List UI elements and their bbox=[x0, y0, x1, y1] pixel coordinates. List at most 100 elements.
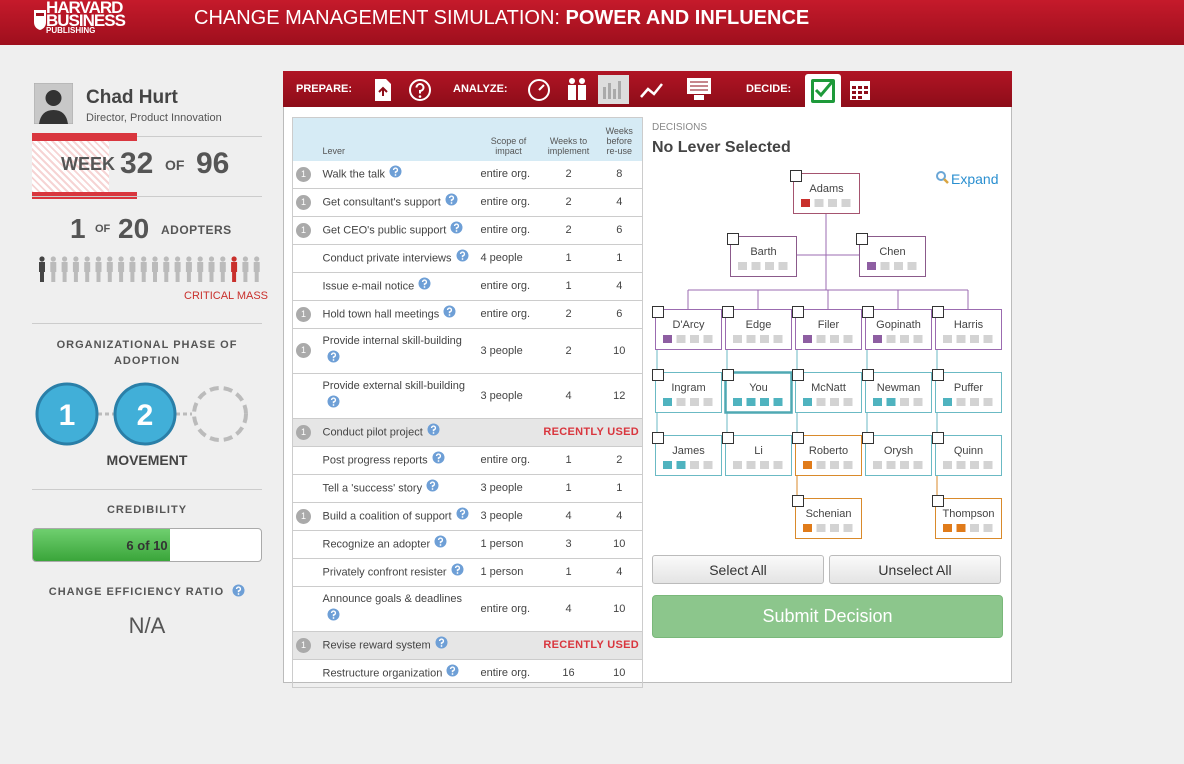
node-checkbox[interactable] bbox=[722, 432, 734, 444]
node-checkbox[interactable] bbox=[792, 306, 804, 318]
org-node[interactable]: Thompson bbox=[932, 495, 1002, 539]
help-glyph[interactable] bbox=[450, 221, 463, 234]
node-checkbox[interactable] bbox=[652, 306, 664, 318]
node-checkbox[interactable] bbox=[652, 432, 664, 444]
node-checkbox[interactable] bbox=[932, 432, 944, 444]
lever-row[interactable]: 1 Walk the talk entire org. 2 8 bbox=[292, 160, 643, 189]
help-glyph[interactable] bbox=[456, 249, 469, 262]
lever-row[interactable]: Recognize an adopter 1 person 3 10 bbox=[292, 530, 643, 559]
help-icon[interactable] bbox=[432, 451, 445, 470]
org-node[interactable]: Barth bbox=[727, 233, 797, 277]
node-checkbox[interactable] bbox=[727, 233, 739, 245]
help-glyph[interactable] bbox=[327, 395, 340, 408]
help-glyph[interactable] bbox=[327, 350, 340, 363]
submit-button[interactable]: Submit Decision bbox=[652, 595, 1003, 638]
help-tool-icon[interactable] bbox=[408, 78, 432, 102]
node-checkbox[interactable] bbox=[792, 495, 804, 507]
org-node[interactable]: D'Arcy bbox=[652, 306, 722, 350]
org-node[interactable]: Edge bbox=[722, 306, 792, 350]
node-checkbox[interactable] bbox=[862, 369, 874, 381]
people-icon[interactable] bbox=[564, 76, 590, 102]
lever-row[interactable]: Provide external skill-building 3 people 4… bbox=[292, 373, 643, 419]
lever-row[interactable]: Announce goals & deadlines entire org. 4 10 bbox=[292, 586, 643, 632]
help-glyph[interactable] bbox=[445, 193, 458, 206]
gauge-icon[interactable] bbox=[527, 78, 551, 102]
help-glyph[interactable] bbox=[418, 277, 431, 290]
org-node[interactable]: McNatt bbox=[792, 369, 862, 413]
help-glyph[interactable] bbox=[389, 165, 402, 178]
help-icon[interactable] bbox=[456, 249, 469, 268]
select-all-button[interactable]: Select All bbox=[652, 555, 824, 584]
help-glyph[interactable] bbox=[426, 479, 439, 492]
lever-row[interactable]: 1 Conduct pilot project RECENTLY USED bbox=[292, 418, 643, 447]
help-icon[interactable] bbox=[327, 350, 340, 369]
lever-row[interactable]: 1 Get CEO's public support entire org. 2 6 bbox=[292, 216, 643, 245]
help-icon[interactable] bbox=[228, 584, 245, 600]
org-node[interactable]: Adams bbox=[790, 170, 860, 214]
lever-row[interactable]: 1 Build a coalition of support 3 people 4 4 bbox=[292, 502, 643, 531]
org-node[interactable]: Harris bbox=[932, 306, 1002, 350]
lever-row[interactable]: 1 Revise reward system RECENTLY USED bbox=[292, 631, 643, 660]
help-glyph[interactable] bbox=[427, 423, 440, 436]
org-node[interactable]: Li bbox=[722, 432, 792, 476]
help-glyph[interactable] bbox=[446, 664, 459, 677]
org-node[interactable]: James bbox=[652, 432, 722, 476]
node-checkbox[interactable] bbox=[652, 369, 664, 381]
help-icon[interactable] bbox=[426, 479, 439, 498]
node-checkbox[interactable] bbox=[722, 306, 734, 318]
node-checkbox[interactable] bbox=[722, 369, 734, 381]
node-checkbox[interactable] bbox=[932, 369, 944, 381]
chart-tool-active[interactable] bbox=[598, 75, 629, 104]
org-node[interactable]: Filer bbox=[792, 306, 862, 350]
node-checkbox[interactable] bbox=[792, 432, 804, 444]
help-icon[interactable] bbox=[443, 305, 456, 324]
help-icon[interactable] bbox=[427, 423, 440, 442]
help-icon[interactable] bbox=[451, 563, 464, 582]
help-glyph[interactable] bbox=[434, 535, 447, 548]
help-icon[interactable] bbox=[450, 221, 463, 240]
org-node[interactable]: Quinn bbox=[932, 432, 1002, 476]
help-icon[interactable] bbox=[418, 277, 431, 296]
org-node[interactable]: Schenian bbox=[792, 495, 862, 539]
node-checkbox[interactable] bbox=[932, 495, 944, 507]
unselect-all-button[interactable]: Unselect All bbox=[829, 555, 1001, 584]
help-glyph[interactable] bbox=[432, 451, 445, 464]
node-checkbox[interactable] bbox=[932, 306, 944, 318]
lever-row[interactable]: Restructure organization entire org. 16 10 bbox=[292, 659, 643, 688]
lever-row[interactable]: Issue e-mail notice entire org. 1 4 bbox=[292, 272, 643, 301]
help-icon[interactable] bbox=[434, 535, 447, 554]
help-glyph[interactable] bbox=[232, 584, 245, 597]
lever-row[interactable]: Post progress reports entire org. 1 2 bbox=[292, 446, 643, 475]
help-glyph[interactable] bbox=[327, 608, 340, 621]
prepare-icon[interactable] bbox=[373, 78, 393, 102]
node-checkbox[interactable] bbox=[792, 369, 804, 381]
lever-row[interactable]: Privately confront resister 1 person 1 4 bbox=[292, 558, 643, 587]
help-icon[interactable] bbox=[446, 664, 459, 683]
help-icon[interactable] bbox=[456, 507, 469, 526]
help-icon[interactable] bbox=[327, 395, 340, 414]
help-glyph[interactable] bbox=[456, 507, 469, 520]
expand-link[interactable]: Expand bbox=[935, 170, 998, 187]
org-node[interactable]: Gopinath bbox=[862, 306, 932, 350]
help-glyph[interactable] bbox=[443, 305, 456, 318]
expand-text[interactable]: Expand bbox=[951, 171, 999, 187]
node-checkbox[interactable] bbox=[790, 170, 802, 182]
help-icon[interactable] bbox=[389, 165, 402, 184]
help-icon[interactable] bbox=[435, 636, 448, 655]
org-node[interactable]: Ingram bbox=[652, 369, 722, 413]
org-node[interactable]: Newman bbox=[862, 369, 932, 413]
org-node[interactable]: Puffer bbox=[932, 369, 1002, 413]
lever-row[interactable]: 1 Provide internal skill-building 3 people… bbox=[292, 328, 643, 374]
node-checkbox[interactable] bbox=[862, 432, 874, 444]
help-icon[interactable] bbox=[232, 584, 245, 600]
org-node[interactable]: Orysh bbox=[862, 432, 932, 476]
calendar-icon[interactable] bbox=[849, 79, 871, 101]
help-icon[interactable] bbox=[327, 608, 340, 627]
lever-row[interactable]: 1 Hold town hall meetings entire org. 2 6 bbox=[292, 300, 643, 329]
lever-row[interactable]: Conduct private interviews 4 people 1 1 bbox=[292, 244, 643, 273]
org-node[interactable]: You bbox=[722, 369, 793, 414]
trend-icon[interactable] bbox=[639, 80, 665, 100]
lever-row[interactable]: Tell a 'success' story 3 people 1 1 bbox=[292, 474, 643, 503]
help-glyph[interactable] bbox=[435, 636, 448, 649]
help-icon[interactable] bbox=[445, 193, 458, 212]
